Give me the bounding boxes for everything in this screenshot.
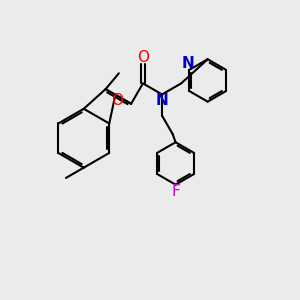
Text: O: O <box>137 50 149 65</box>
Text: F: F <box>171 184 180 199</box>
Text: O: O <box>111 93 123 108</box>
Text: N: N <box>156 93 168 108</box>
Text: N: N <box>182 56 194 71</box>
